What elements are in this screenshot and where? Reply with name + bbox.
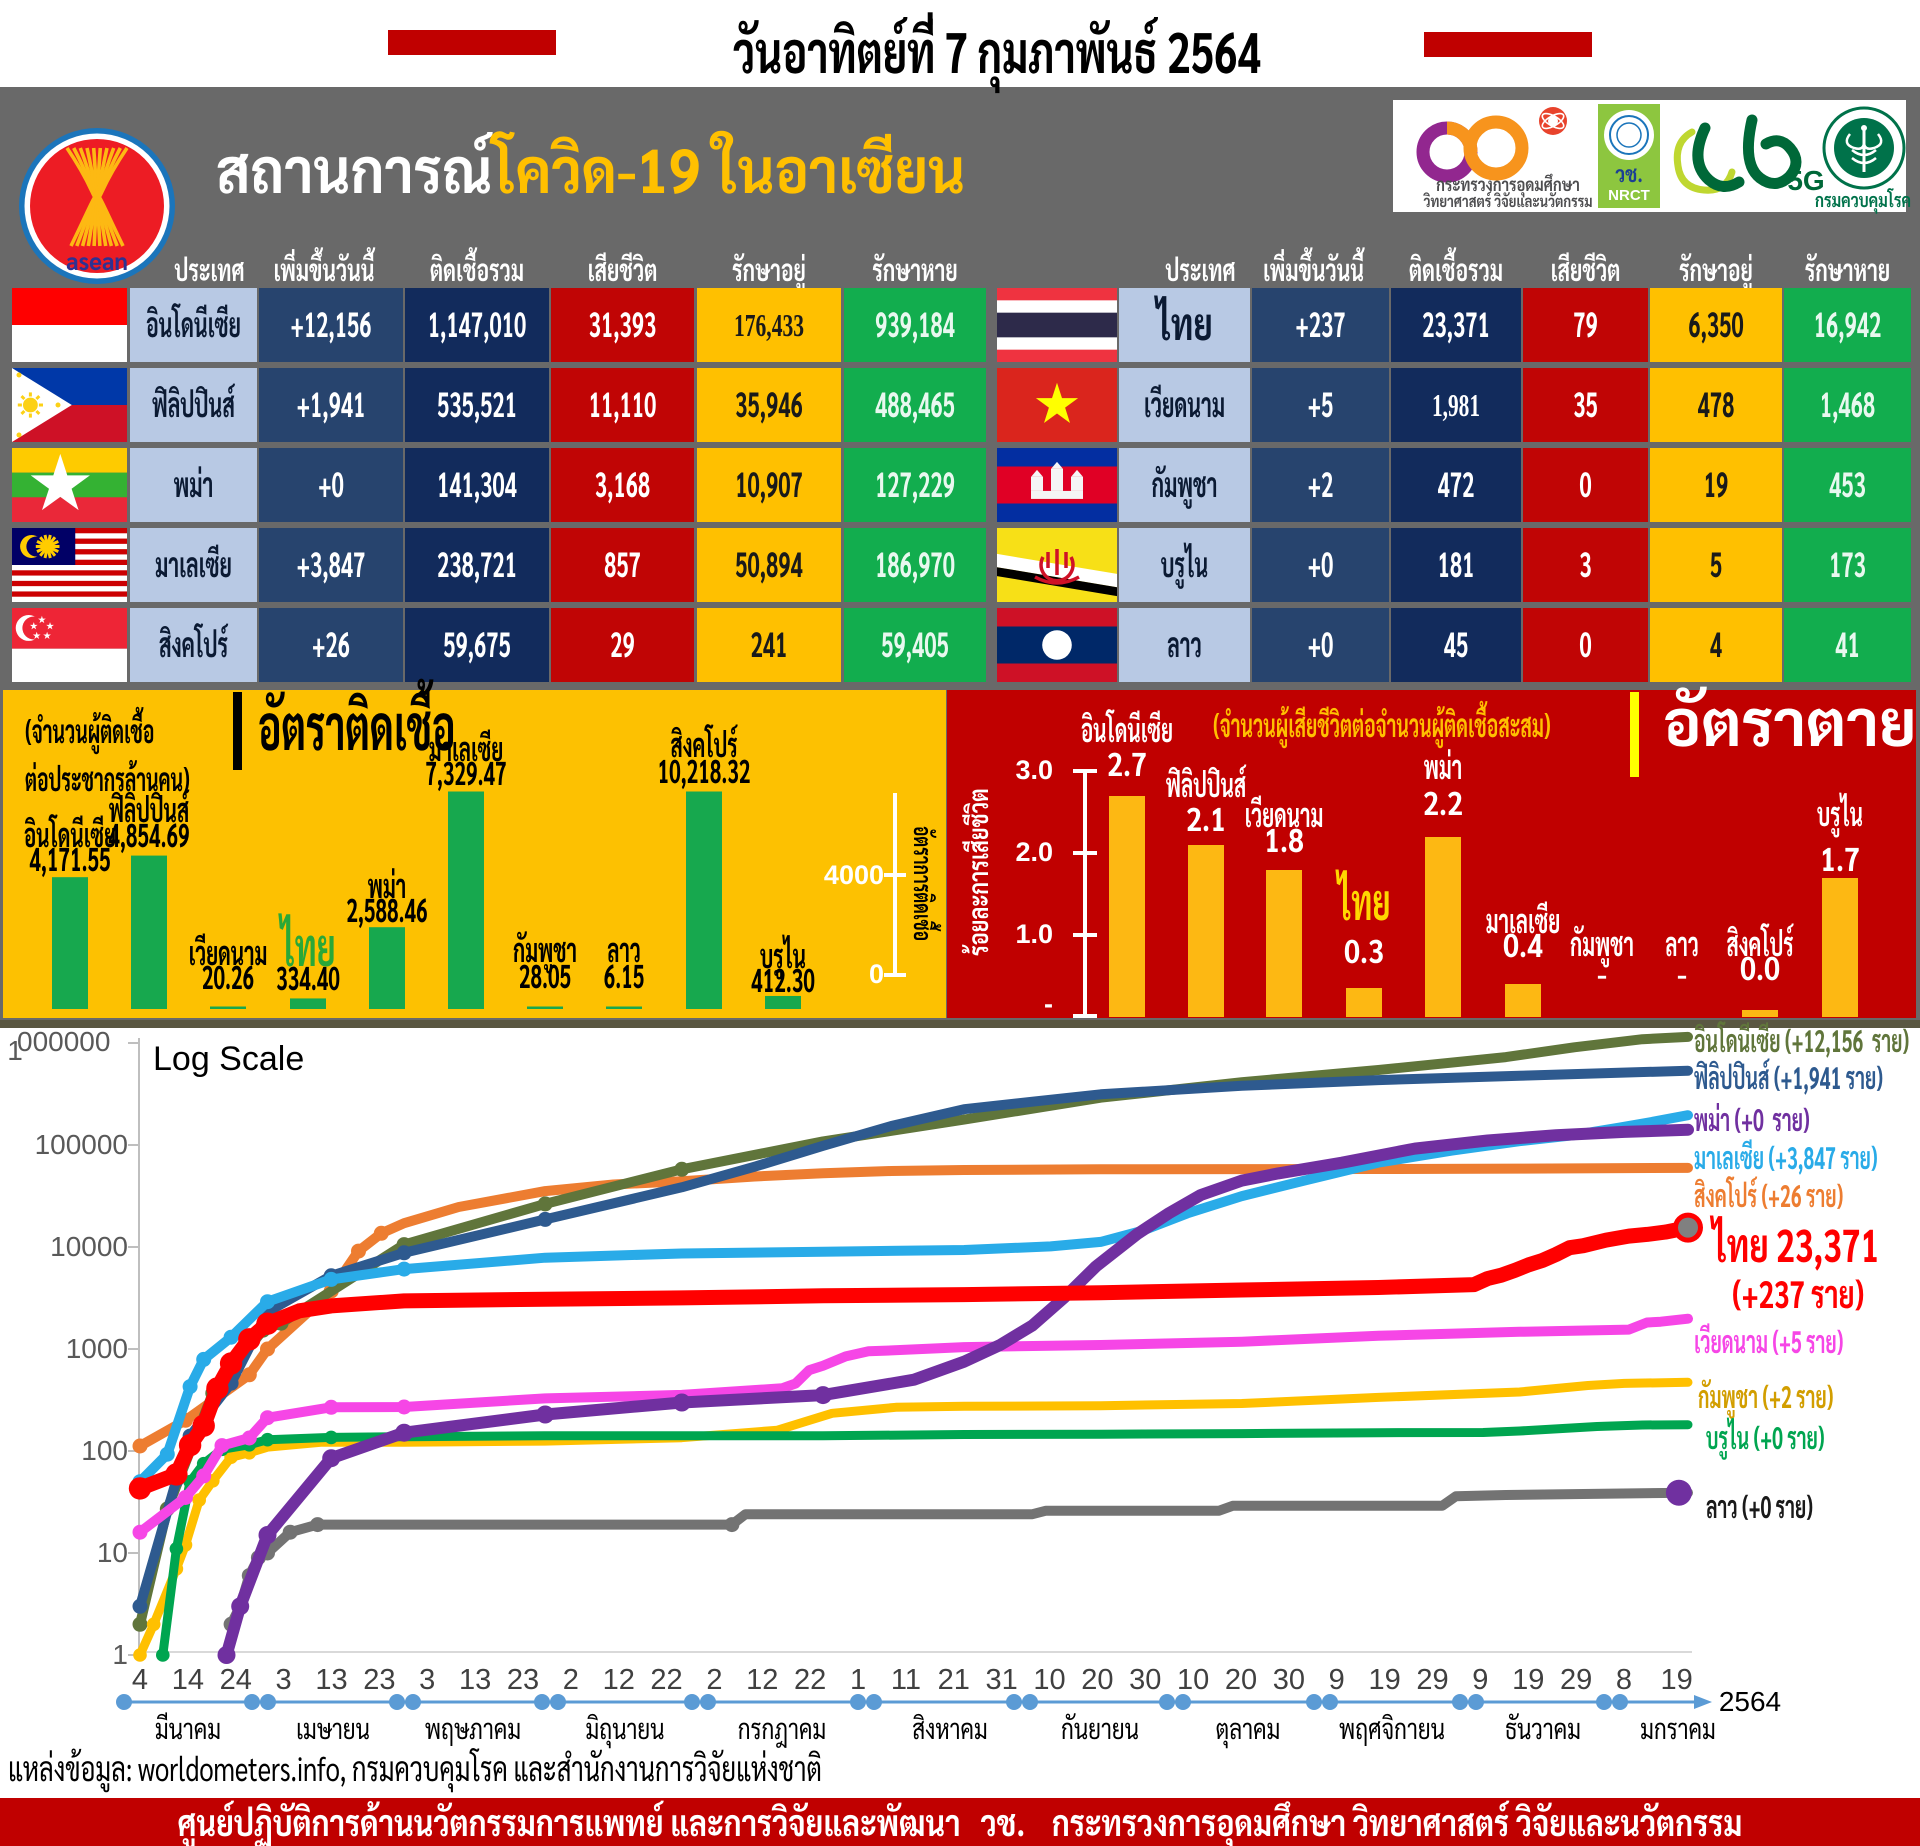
svg-text:4: 4 xyxy=(132,1664,148,1696)
svg-text:5G: 5G xyxy=(1787,165,1824,196)
svg-text:14: 14 xyxy=(172,1664,204,1696)
svg-text:-: - xyxy=(1044,989,1053,1019)
svg-text:9: 9 xyxy=(1472,1664,1488,1696)
svg-text:21: 21 xyxy=(938,1664,970,1696)
svg-text:1: 1 xyxy=(7,1035,23,1066)
svg-text:1.0: 1.0 xyxy=(1015,919,1053,949)
svg-text:2: 2 xyxy=(563,1664,579,1696)
svg-text:0: 0 xyxy=(869,959,884,989)
svg-text:NRCT: NRCT xyxy=(1608,187,1650,204)
svg-text:176,433: 176,433 xyxy=(734,307,804,343)
svg-text:20: 20 xyxy=(1225,1664,1257,1696)
svg-text:100: 100 xyxy=(81,1435,128,1466)
svg-text:2: 2 xyxy=(706,1664,722,1696)
svg-text:23: 23 xyxy=(507,1664,539,1696)
svg-text:9: 9 xyxy=(1329,1664,1345,1696)
svg-text:1000: 1000 xyxy=(66,1333,128,1364)
svg-text:4000: 4000 xyxy=(824,860,884,890)
svg-text:19: 19 xyxy=(1512,1664,1544,1696)
svg-text:22: 22 xyxy=(650,1664,682,1696)
svg-text:10: 10 xyxy=(97,1537,128,1568)
svg-text:1: 1 xyxy=(850,1664,866,1696)
svg-text:30: 30 xyxy=(1273,1664,1305,1696)
svg-text:12: 12 xyxy=(603,1664,635,1696)
svg-text:11: 11 xyxy=(891,1664,921,1696)
svg-text:29: 29 xyxy=(1560,1664,1592,1696)
svg-text:13: 13 xyxy=(315,1664,347,1696)
svg-text:23: 23 xyxy=(363,1664,395,1696)
svg-text:10000: 10000 xyxy=(50,1231,128,1262)
svg-text:3: 3 xyxy=(419,1664,435,1696)
svg-text:1: 1 xyxy=(112,1639,128,1670)
svg-text:20: 20 xyxy=(1081,1664,1113,1696)
svg-text:2.0: 2.0 xyxy=(1015,837,1053,867)
svg-text:1,981: 1,981 xyxy=(1432,387,1480,423)
svg-text:3: 3 xyxy=(276,1664,292,1696)
svg-text:8: 8 xyxy=(1616,1664,1632,1696)
svg-text:12: 12 xyxy=(746,1664,778,1696)
svg-text:13: 13 xyxy=(459,1664,491,1696)
svg-text:19: 19 xyxy=(1660,1664,1692,1696)
svg-text:30: 30 xyxy=(1129,1664,1161,1696)
svg-text:3.0: 3.0 xyxy=(1015,755,1053,785)
svg-text:100000: 100000 xyxy=(35,1129,128,1160)
svg-text:10: 10 xyxy=(1033,1664,1065,1696)
svg-text:2564: 2564 xyxy=(1719,1686,1781,1717)
svg-text:24: 24 xyxy=(220,1664,252,1696)
svg-text:29: 29 xyxy=(1416,1664,1448,1696)
svg-text:22: 22 xyxy=(794,1664,826,1696)
svg-text:10: 10 xyxy=(1177,1664,1209,1696)
svg-text:000000: 000000 xyxy=(17,1026,110,1057)
svg-text:31: 31 xyxy=(986,1664,1018,1696)
svg-text:Log Scale: Log Scale xyxy=(153,1040,304,1078)
svg-text:19: 19 xyxy=(1368,1664,1400,1696)
